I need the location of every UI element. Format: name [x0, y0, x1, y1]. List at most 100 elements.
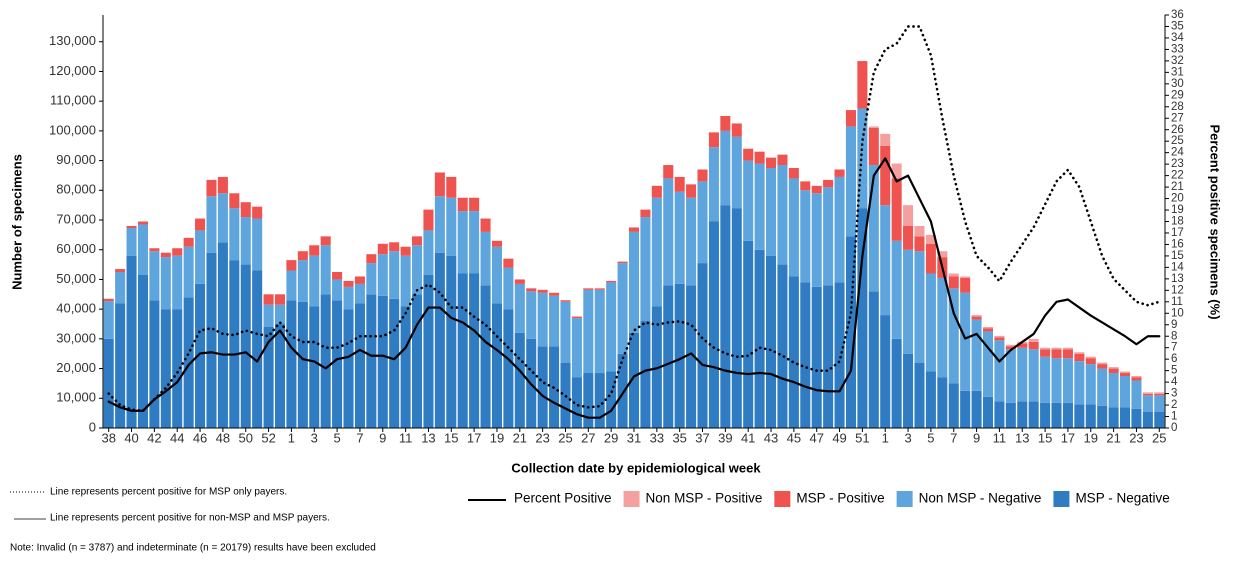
bar-segment: [549, 295, 560, 347]
bar-segment: [412, 294, 423, 428]
bar-segment: [606, 282, 617, 372]
bar-segment: [1142, 395, 1153, 412]
x-tick-label: 43: [764, 430, 778, 445]
x-tick-label: 51: [855, 430, 869, 445]
bar-segment: [571, 377, 582, 428]
bar-segment: [1028, 341, 1039, 350]
y2-tick-label: 2: [1171, 399, 1177, 411]
bar-segment: [1074, 404, 1085, 428]
bar-segment: [754, 249, 765, 428]
bar-segment: [377, 295, 388, 428]
bar-segment: [137, 221, 148, 225]
legend-label: MSP - Positive: [796, 491, 884, 506]
bar-segment: [891, 163, 902, 179]
bar-segment: [1085, 404, 1096, 428]
bar-segment: [103, 338, 114, 428]
dotted-line: [107, 25, 1161, 413]
bar-segment: [1028, 338, 1039, 342]
bar-segment: [766, 255, 777, 428]
bar-segment: [971, 315, 982, 317]
bar-segment: [731, 136, 742, 209]
bar-segment: [948, 276, 959, 289]
bar-segment: [400, 255, 411, 307]
bar-segment: [663, 165, 674, 179]
x-tick-label: 13: [1015, 430, 1029, 445]
bar-segment: [754, 163, 765, 250]
bar-segment: [880, 315, 891, 428]
bar-segment: [1062, 402, 1073, 428]
legend-swatch: [623, 491, 640, 507]
bar-segment: [423, 274, 434, 428]
bar-segment: [1062, 358, 1073, 403]
x-axis-title: Collection date by epidemiological week: [511, 460, 761, 475]
bar-segment: [332, 300, 343, 428]
bar-segment: [708, 221, 719, 428]
bar-segment: [925, 234, 936, 244]
bar-segment: [491, 246, 502, 304]
bar-segment: [149, 248, 160, 252]
x-tick-label: 42: [147, 430, 161, 445]
x-tick-label: 48: [216, 430, 230, 445]
legend-label: Non MSP - Positive: [646, 491, 763, 506]
bar-segment: [891, 240, 902, 339]
y2-tick-label: 20: [1171, 193, 1184, 205]
bar-segment: [446, 176, 457, 198]
bar-segment: [971, 390, 982, 428]
bar-segment: [663, 285, 674, 428]
bar-segment: [434, 252, 445, 428]
y2-tick-label: 25: [1171, 135, 1184, 147]
bar-segment: [606, 371, 617, 428]
bar-segment: [834, 282, 845, 428]
bar-segment: [217, 176, 228, 194]
bar-segment: [103, 301, 114, 339]
x-tick-label: 35: [672, 430, 686, 445]
bar-segment: [583, 289, 594, 374]
x-tick-label: 17: [467, 430, 481, 445]
y-tick-label: 20,000: [56, 360, 96, 375]
x-tick-label: 23: [535, 430, 549, 445]
bar-segment: [503, 267, 514, 310]
bar-segment: [800, 190, 811, 283]
bar-segment: [229, 260, 240, 428]
bar-segment: [1051, 402, 1062, 428]
bar-segment: [240, 202, 251, 218]
bar-segment: [149, 300, 160, 428]
bar-segment: [960, 390, 971, 428]
x-tick-label: 15: [1038, 430, 1052, 445]
bar-segment: [320, 245, 331, 295]
bar-segment: [1131, 408, 1142, 428]
bar-segment: [183, 246, 194, 298]
y2-tick-label: 23: [1171, 158, 1184, 170]
bar-segment: [880, 133, 891, 146]
bar-segment: [217, 242, 228, 428]
bar-segment: [172, 309, 183, 428]
y-tick-label: 40,000: [56, 301, 96, 316]
bar-segment: [206, 196, 217, 253]
bar-segment: [617, 263, 628, 354]
bar-segment: [354, 303, 365, 428]
y2-tick-label: 17: [1171, 227, 1184, 239]
bar-segment: [708, 147, 719, 222]
legend-swatch: [896, 491, 913, 507]
bar-segment: [1028, 349, 1039, 402]
x-tick-label: 3: [311, 430, 318, 445]
bar-segment: [640, 217, 651, 322]
bar-segment: [206, 179, 217, 197]
note: Note: Invalid (n = 3787) and indetermina…: [10, 543, 376, 554]
bar-segment: [1108, 367, 1119, 369]
x-tick-label: 49: [832, 430, 846, 445]
bar-segment: [297, 301, 308, 428]
bar-segment: [903, 353, 914, 428]
bar-segment: [937, 377, 948, 428]
y-tick-label: 70,000: [56, 211, 96, 226]
bar-segment: [1062, 349, 1073, 359]
bar-segment: [617, 261, 628, 264]
bar-segment: [994, 401, 1005, 428]
bar-segment: [674, 191, 685, 284]
x-tick-label: 1: [288, 430, 295, 445]
x-tick-label: 27: [581, 430, 595, 445]
bar-segment: [925, 243, 936, 274]
bar-segment: [583, 288, 594, 290]
bar-segment: [777, 264, 788, 428]
bar-segment: [880, 145, 891, 206]
